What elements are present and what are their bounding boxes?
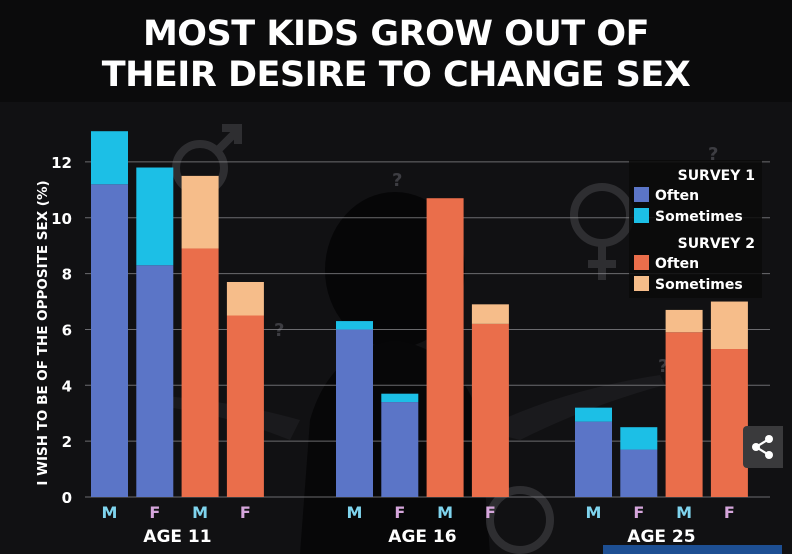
- x-tick-label-m: M: [586, 503, 602, 522]
- x-tick-label-m: M: [347, 503, 363, 522]
- bar-age-25-f-survey1-often: [620, 449, 658, 497]
- x-tick-label-f: F: [394, 503, 405, 522]
- x-tick-label-f: F: [724, 503, 735, 522]
- share-icon: [752, 435, 773, 459]
- age-group-label: AGE 16: [388, 527, 456, 547]
- x-tick-label-f: F: [240, 503, 251, 522]
- legend-swatch: [634, 255, 649, 270]
- legend-heading: SURVEY 2: [678, 236, 755, 252]
- legend-heading: SURVEY 1: [678, 168, 755, 184]
- bar-age-11-f-survey2-often: [226, 315, 264, 497]
- bar-age-25-m-survey1-sometimes: [575, 407, 612, 422]
- y-tick-label-0: 0: [62, 489, 72, 507]
- x-tick-label-m: M: [192, 503, 208, 522]
- x-tick-label-f: F: [633, 503, 644, 522]
- legend-swatch: [634, 276, 649, 291]
- bar-age-16-f-survey1-sometimes: [381, 393, 419, 403]
- bottom-banner: [603, 545, 782, 554]
- x-axis-labels: M F M F AGE 11 M F M F AGE 16 M F M F AGE 25: [102, 503, 735, 547]
- bar-age-16-f-survey2-often: [471, 323, 509, 497]
- legend-swatch: [634, 187, 649, 202]
- bar-age-25-m-survey1-often: [575, 421, 612, 497]
- bar-age-11-m-survey2-sometimes: [181, 175, 219, 249]
- y-axis-ticks: 0 2 4 6 8 10 12: [51, 154, 72, 507]
- legend: SURVEY 1 Often Sometimes SURVEY 2 Often Somet…: [629, 160, 762, 298]
- bar-age-25-f-survey1-sometimes: [620, 427, 658, 450]
- bar-age-11-f-survey2-sometimes: [226, 281, 264, 316]
- svg-text:?: ?: [658, 356, 668, 377]
- legend-label: Sometimes: [655, 277, 743, 293]
- x-tick-label-m: M: [102, 503, 118, 522]
- title-line-2: THEIR DESIRE TO CHANGE SEX: [101, 55, 691, 95]
- y-tick-label-4: 4: [62, 377, 72, 395]
- x-tick-label-f: F: [485, 503, 496, 522]
- svg-text:?: ?: [708, 144, 718, 165]
- age-group-label: AGE 25: [627, 527, 695, 547]
- bar-age-11-m-survey1-sometimes: [91, 131, 128, 185]
- y-axis-label: I WISH TO BE OF THE OPPOSITE SEX (%): [35, 180, 51, 485]
- bar-age-16-m-survey1-often: [336, 329, 373, 497]
- legend-swatch: [634, 208, 649, 223]
- bar-age-16-m-survey2-often: [426, 198, 464, 497]
- y-tick-label-6: 6: [62, 321, 72, 339]
- share-button[interactable]: [743, 426, 783, 468]
- legend-label: Sometimes: [655, 209, 743, 225]
- bar-age-16-f-survey2-sometimes: [471, 304, 509, 324]
- bar-age-11-m-survey2-often: [181, 248, 219, 497]
- bar-age-25-f-survey2-often: [710, 349, 748, 497]
- bar-age-11-f-survey1-often: [136, 265, 174, 497]
- y-tick-label-10: 10: [51, 210, 72, 228]
- legend-background: [629, 160, 762, 298]
- x-tick-label-m: M: [676, 503, 692, 522]
- bar-age-25-f-survey2-sometimes: [710, 301, 748, 350]
- legend-label: Often: [655, 256, 699, 272]
- bar-age-11-m-survey1-often: [91, 184, 128, 497]
- bars: [91, 131, 748, 497]
- y-tick-label-8: 8: [62, 266, 72, 284]
- svg-text:?: ?: [392, 170, 402, 191]
- y-tick-label-2: 2: [62, 433, 72, 451]
- svg-text:?: ?: [274, 320, 284, 341]
- title-line-1: MOST KIDS GROW OUT OF: [142, 14, 650, 54]
- bar-age-16-f-survey1-often: [381, 402, 419, 497]
- chart-title: MOST KIDS GROW OUT OF THEIR DESIRE TO CH…: [0, 14, 792, 96]
- age-group-label: AGE 11: [143, 527, 211, 547]
- legend-label: Often: [655, 188, 699, 204]
- question-marks: ? ? ? ?: [274, 144, 718, 377]
- x-tick-label-f: F: [149, 503, 160, 522]
- bar-age-16-m-survey1-sometimes: [336, 321, 373, 330]
- y-tick-label-12: 12: [51, 154, 72, 172]
- bar-age-25-m-survey2-sometimes: [665, 309, 703, 333]
- x-tick-label-m: M: [437, 503, 453, 522]
- bar-age-25-m-survey2-often: [665, 332, 703, 497]
- bar-age-11-f-survey1-sometimes: [136, 167, 174, 266]
